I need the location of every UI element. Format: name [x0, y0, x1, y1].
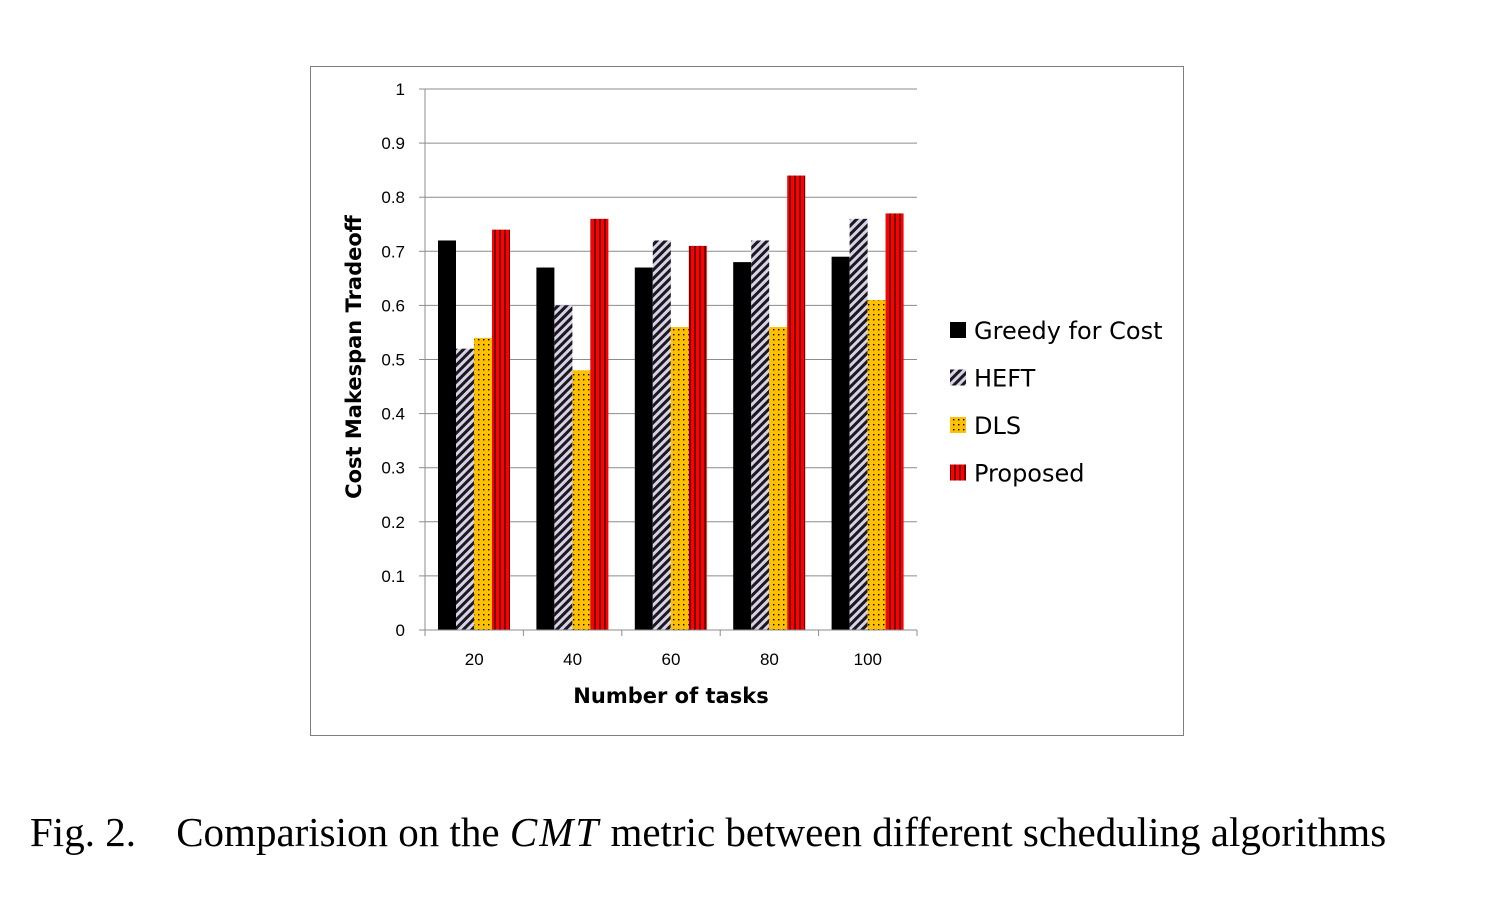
y-tick-label: 0.5	[381, 351, 405, 370]
chart-frame: 0 0.1 0.2 0.3 0.4 0.5 0.6 0.7 0.8 0.9 1 20 40 60 80 10…	[310, 66, 1184, 736]
y-tick-label: 0.6	[381, 296, 405, 315]
y-tick-label: 0.2	[381, 513, 405, 532]
legend-label: Proposed	[974, 460, 1085, 488]
y-tick-label: 0.8	[381, 188, 405, 207]
bar-greedy-for-cost	[733, 262, 752, 630]
bar-dls	[572, 370, 591, 630]
legend-label: HEFT	[974, 365, 1036, 393]
bar-chart: 0 0.1 0.2 0.3 0.4 0.5 0.6 0.7 0.8 0.9 1 20 40 60 80 10…	[342, 80, 1163, 708]
bar-heft	[751, 240, 770, 631]
bar-greedy-for-cost	[536, 267, 555, 630]
x-tick-label: 100	[854, 650, 882, 669]
bar-dls	[474, 337, 492, 630]
y-tick-label: 0.3	[381, 459, 405, 478]
caption-text-after: metric between different scheduling algo…	[610, 809, 1387, 855]
bar-dls	[867, 299, 886, 630]
bar-proposed	[492, 229, 510, 630]
bar-heft	[849, 218, 868, 630]
caption-text-before: Comparision on the	[176, 809, 500, 855]
caption-label: Fig. 2.	[30, 809, 136, 855]
legend: Greedy for Cost HEFT DLS Proposed	[950, 317, 1163, 488]
y-tick-labels: 0 0.1 0.2 0.3 0.4 0.5 0.6 0.7 0.8 0.9 1	[381, 80, 405, 640]
x-tick-labels: 20 40 60 80 100	[465, 650, 882, 669]
x-tick-label: 40	[563, 650, 582, 669]
bar-greedy-for-cost	[831, 256, 850, 630]
legend-swatch	[950, 322, 966, 338]
y-tick-label: 0	[396, 621, 405, 640]
legend-label: DLS	[974, 412, 1021, 440]
bar-proposed	[590, 218, 609, 630]
bar-greedy-for-cost	[634, 267, 653, 630]
x-axis-title: Number of tasks	[573, 684, 768, 708]
legend-swatch	[950, 417, 966, 433]
y-tick-label: 1	[396, 80, 405, 99]
x-tick-label: 60	[662, 650, 681, 669]
bar-dls	[670, 327, 689, 630]
x-tick-label: 20	[465, 650, 484, 669]
y-tick-label: 0.9	[381, 134, 405, 153]
bar-greedy-for-cost	[438, 240, 456, 631]
bar-proposed	[688, 245, 707, 630]
bar-proposed	[787, 175, 806, 630]
bars	[438, 175, 904, 631]
bar-heft	[554, 305, 573, 630]
bar-proposed	[885, 213, 904, 630]
bar-dls	[769, 327, 788, 630]
axes	[419, 88, 918, 636]
bar-heft	[456, 348, 474, 630]
legend-swatch	[950, 464, 966, 481]
legend-label: Greedy for Cost	[974, 317, 1163, 345]
caption-metric: CMT	[509, 809, 601, 855]
x-tick-label: 80	[760, 650, 779, 669]
y-tick-label: 0.1	[381, 567, 405, 586]
y-tick-label: 0.4	[381, 405, 405, 424]
bar-heft	[652, 240, 671, 631]
y-tick-label: 0.7	[381, 242, 405, 261]
figure-caption: Fig. 2. Comparision on the CMT metric be…	[30, 806, 1468, 858]
y-axis-title: Cost Makespan Tradeoff	[342, 214, 366, 499]
legend-swatch	[950, 369, 966, 386]
